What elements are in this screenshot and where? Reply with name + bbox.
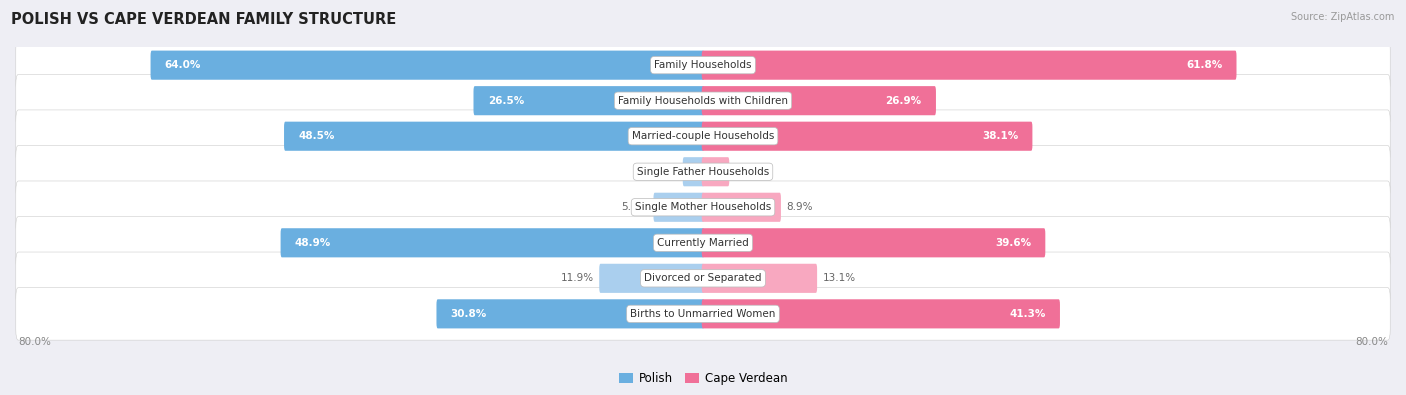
Text: 61.8%: 61.8% <box>1187 60 1222 70</box>
Text: 11.9%: 11.9% <box>561 273 593 283</box>
Legend: Polish, Cape Verdean: Polish, Cape Verdean <box>614 367 792 390</box>
Text: Married-couple Households: Married-couple Households <box>631 131 775 141</box>
FancyBboxPatch shape <box>15 288 1391 340</box>
Text: Currently Married: Currently Married <box>657 238 749 248</box>
Text: Family Households with Children: Family Households with Children <box>619 96 787 106</box>
Text: 5.6%: 5.6% <box>621 202 648 212</box>
FancyBboxPatch shape <box>436 299 704 328</box>
Text: Divorced or Separated: Divorced or Separated <box>644 273 762 283</box>
FancyBboxPatch shape <box>15 216 1391 269</box>
Text: 39.6%: 39.6% <box>995 238 1031 248</box>
Text: 2.2%: 2.2% <box>651 167 678 177</box>
FancyBboxPatch shape <box>702 264 817 293</box>
Text: 41.3%: 41.3% <box>1010 309 1046 319</box>
FancyBboxPatch shape <box>284 122 704 151</box>
FancyBboxPatch shape <box>281 228 704 258</box>
Text: Single Mother Households: Single Mother Households <box>636 202 770 212</box>
FancyBboxPatch shape <box>15 252 1391 305</box>
FancyBboxPatch shape <box>15 110 1391 162</box>
Text: Family Households: Family Households <box>654 60 752 70</box>
Text: Births to Unmarried Women: Births to Unmarried Women <box>630 309 776 319</box>
FancyBboxPatch shape <box>702 193 780 222</box>
Text: Single Father Households: Single Father Households <box>637 167 769 177</box>
FancyBboxPatch shape <box>150 51 704 80</box>
Text: 26.5%: 26.5% <box>488 96 524 106</box>
FancyBboxPatch shape <box>702 228 1045 258</box>
Text: Source: ZipAtlas.com: Source: ZipAtlas.com <box>1291 12 1395 22</box>
Text: 30.8%: 30.8% <box>451 309 486 319</box>
FancyBboxPatch shape <box>599 264 704 293</box>
FancyBboxPatch shape <box>15 39 1391 92</box>
FancyBboxPatch shape <box>702 51 1236 80</box>
Text: 38.1%: 38.1% <box>981 131 1018 141</box>
Text: POLISH VS CAPE VERDEAN FAMILY STRUCTURE: POLISH VS CAPE VERDEAN FAMILY STRUCTURE <box>11 12 396 27</box>
Text: 48.5%: 48.5% <box>298 131 335 141</box>
Text: 80.0%: 80.0% <box>18 337 51 346</box>
Text: 48.9%: 48.9% <box>295 238 330 248</box>
Text: 2.9%: 2.9% <box>735 167 762 177</box>
FancyBboxPatch shape <box>702 157 730 186</box>
Text: 64.0%: 64.0% <box>165 60 201 70</box>
Text: 13.1%: 13.1% <box>823 273 856 283</box>
Text: 80.0%: 80.0% <box>1355 337 1388 346</box>
FancyBboxPatch shape <box>702 86 936 115</box>
FancyBboxPatch shape <box>683 157 704 186</box>
FancyBboxPatch shape <box>654 193 704 222</box>
FancyBboxPatch shape <box>474 86 704 115</box>
FancyBboxPatch shape <box>702 122 1032 151</box>
FancyBboxPatch shape <box>702 299 1060 328</box>
Text: 26.9%: 26.9% <box>886 96 922 106</box>
FancyBboxPatch shape <box>15 181 1391 233</box>
Text: 8.9%: 8.9% <box>786 202 813 212</box>
FancyBboxPatch shape <box>15 74 1391 127</box>
FancyBboxPatch shape <box>15 145 1391 198</box>
